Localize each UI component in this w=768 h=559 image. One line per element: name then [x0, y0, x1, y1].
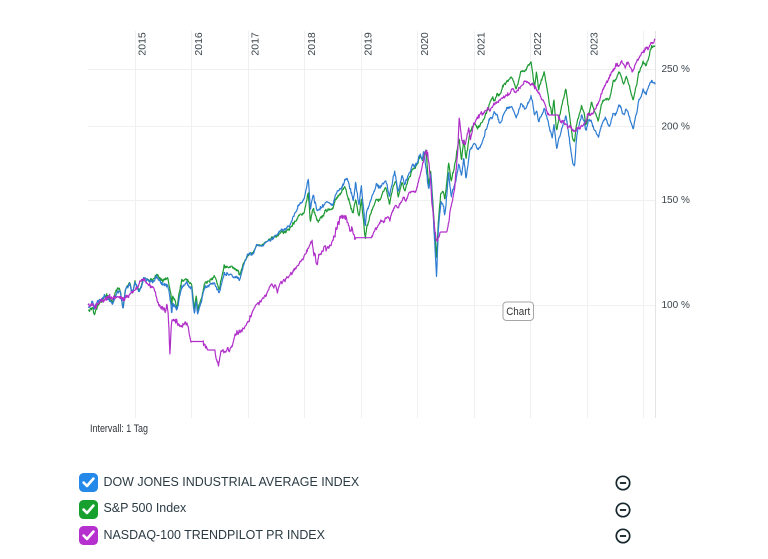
- svg-text:150 %: 150 %: [662, 195, 690, 206]
- svg-text:2022: 2022: [532, 32, 544, 56]
- svg-text:2020: 2020: [419, 32, 431, 56]
- svg-text:2019: 2019: [362, 32, 374, 56]
- svg-text:2023: 2023: [588, 32, 600, 56]
- svg-text:2017: 2017: [249, 32, 261, 56]
- svg-text:200 %: 200 %: [662, 122, 690, 133]
- svg-text:250 %: 250 %: [662, 64, 690, 75]
- svg-text:2015: 2015: [136, 32, 148, 56]
- svg-text:2018: 2018: [306, 32, 318, 56]
- svg-text:100 %: 100 %: [662, 300, 690, 311]
- svg-text:2016: 2016: [193, 32, 205, 56]
- svg-text:2021: 2021: [475, 32, 487, 56]
- svg-text:Intervall: 1 Tag: Intervall: 1 Tag: [90, 423, 148, 435]
- svg-text:Chart: Chart: [506, 306, 530, 318]
